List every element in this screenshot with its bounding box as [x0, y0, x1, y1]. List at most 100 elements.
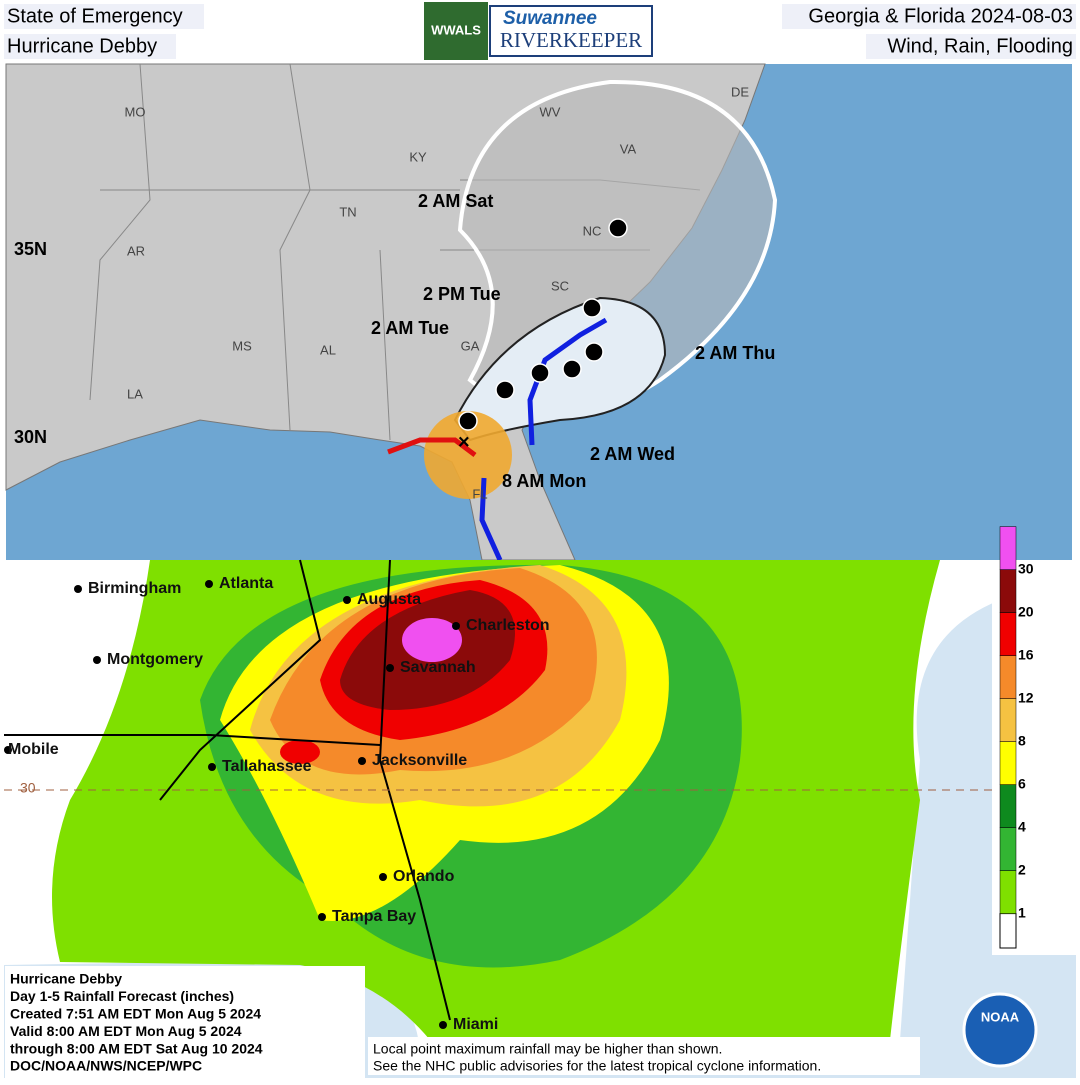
label-bg [782, 4, 1076, 29]
legend-label: 6 [1018, 775, 1026, 791]
info-line: DOC/NOAA/NWS/NCEP/WPC [10, 1058, 202, 1074]
state-label: VA [620, 141, 637, 156]
storm-point [530, 363, 550, 383]
logo: WWALS Suwannee RIVERKEEPER [424, 2, 653, 60]
forecast-label: 2 AM Wed [590, 444, 675, 464]
storm-point [458, 411, 478, 431]
info-line: Day 1-5 Rainfall Forecast (inches) [10, 988, 234, 1004]
city-label: Montgomery [107, 651, 203, 668]
info-line: Valid 8:00 AM EDT Mon Aug 5 2024 [10, 1023, 242, 1039]
city-label: Augusta [357, 591, 421, 608]
legend-swatch [999, 827, 1017, 871]
forecast-label: 2 AM Sat [418, 191, 493, 211]
header-text: State of Emergency [7, 5, 183, 27]
state-label: AL [320, 342, 336, 357]
header-text: Wind, Rain, Flooding [887, 35, 1073, 57]
city-dot [318, 913, 326, 921]
storm-point [495, 380, 515, 400]
state-label: SC [551, 278, 569, 293]
state-label: WV [540, 104, 561, 119]
info-line: Hurricane Debby [10, 971, 122, 987]
state-label: AR [127, 243, 145, 258]
city-dot [74, 585, 82, 593]
label-bg [4, 34, 176, 59]
city-dot [93, 656, 101, 664]
label-bg [866, 34, 1076, 59]
legend-label: 16 [1018, 646, 1034, 662]
legend-swatch [999, 526, 1017, 570]
rain-labels: Birmingham Atlanta Augusta Charleston Montgo… [4, 526, 1034, 1074]
legend-label: 1 [1018, 904, 1026, 920]
city-dot [343, 596, 351, 604]
city-dot [205, 580, 213, 588]
header-text: Georgia & Florida 2024-08-03 [808, 5, 1073, 27]
storm-point [582, 298, 602, 318]
city-dot [4, 746, 12, 754]
city-label: Charleston [466, 617, 550, 634]
legend-label: 8 [1018, 732, 1026, 748]
legend-label: 12 [1018, 689, 1034, 705]
state-label: NC [583, 223, 602, 238]
forecast-label: 2 AM Thu [695, 343, 775, 363]
city-label: Jacksonville [372, 752, 467, 769]
track-labels: MO KY WV VA TN NC AR SC MS AL GA LA FL DE 35N 30N 2 AM S… [14, 84, 775, 501]
label-bg [4, 4, 204, 29]
storm-point [584, 342, 604, 362]
legend-swatch [999, 698, 1017, 742]
state-label: GA [461, 338, 480, 353]
state-label: TN [339, 204, 356, 219]
legend-swatch [999, 569, 1017, 613]
storm-point [562, 359, 582, 379]
city-label: Birmingham [88, 580, 181, 597]
logo-title: Suwannee [503, 8, 597, 29]
legend-label: 2 [1018, 861, 1026, 877]
legend-swatch [999, 870, 1017, 914]
city-dot [379, 873, 387, 881]
state-label: FL [472, 486, 487, 501]
legend-swatch [999, 913, 1017, 949]
legend-swatch [999, 655, 1017, 699]
legend-swatch [999, 741, 1017, 785]
city-dot [452, 622, 460, 630]
city-label: Tallahassee [222, 758, 312, 775]
city-label: Savannah [400, 659, 476, 676]
storm-marker: × [458, 431, 470, 453]
header-text: Hurricane Debby [7, 35, 157, 57]
city-label: Atlanta [219, 575, 273, 592]
info-line: Created 7:51 AM EDT Mon Aug 5 2024 [10, 1006, 261, 1022]
logo-subtitle: RIVERKEEPER [500, 28, 642, 52]
legend-swatch [999, 784, 1017, 828]
city-label: Mobile [8, 741, 59, 758]
storm-point [608, 218, 628, 238]
note-line: See the NHC public advisories for the la… [373, 1058, 821, 1074]
note-line: Local point maximum rainfall may be high… [373, 1041, 722, 1057]
city-label: Tampa Bay [332, 908, 416, 925]
info-line: through 8:00 AM EDT Sat Aug 10 2024 [10, 1040, 263, 1056]
forecast-label: 8 AM Mon [502, 471, 586, 491]
latitude-label: 35N [14, 239, 47, 259]
rain-map: NOAA [4, 559, 1076, 1078]
city-label: Orlando [393, 868, 455, 885]
track-map: × [5, 63, 1072, 562]
legend-label: 20 [1018, 603, 1034, 619]
state-label: MO [125, 104, 146, 119]
forecast-label: 2 AM Tue [371, 318, 449, 338]
legend-swatch [999, 612, 1017, 656]
city-dot [358, 757, 366, 765]
state-label: KY [409, 149, 427, 164]
city-dot [386, 664, 394, 672]
state-label: DE [731, 84, 749, 99]
city-dot [439, 1021, 447, 1029]
logo-badge: WWALS [431, 22, 481, 37]
latitude-label: 30 [20, 780, 36, 796]
state-label: MS [232, 338, 252, 353]
noaa-logo: NOAA [981, 1009, 1020, 1024]
legend-label: 4 [1018, 818, 1026, 834]
latitude-label: 30N [14, 427, 47, 447]
forecast-label: 2 PM Tue [423, 284, 501, 304]
state-label: LA [127, 386, 143, 401]
city-dot [208, 763, 216, 771]
legend-label: 30 [1018, 560, 1034, 576]
city-label: Miami [453, 1016, 498, 1033]
